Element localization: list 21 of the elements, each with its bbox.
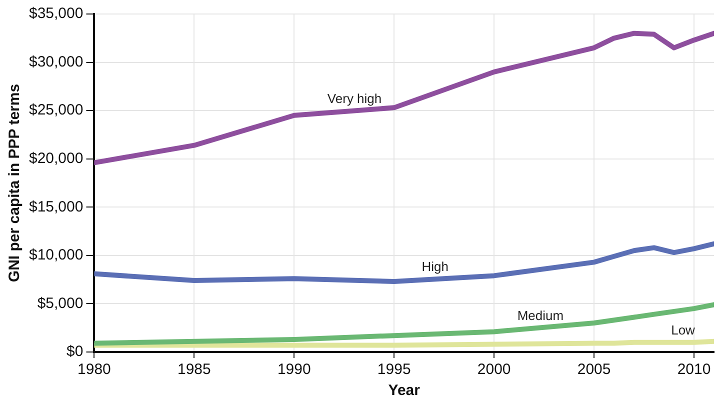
- x-tick-label: 1980: [78, 361, 111, 378]
- y-axis-title: GNI per capita in PPP terms: [6, 84, 24, 282]
- x-tick-label: 2005: [577, 361, 611, 378]
- y-tick-label: $30,000: [28, 53, 84, 70]
- x-tick-label: 2010: [677, 361, 711, 378]
- y-tick-label: $0: [66, 343, 84, 360]
- x-axis-title: Year: [388, 382, 420, 400]
- x-tick-label: 1990: [277, 361, 311, 378]
- y-tick-label: $5,000: [37, 294, 84, 312]
- series-label: Low: [671, 322, 696, 338]
- y-tick-label: $20,000: [28, 150, 84, 167]
- y-tick-label: $25,000: [28, 102, 84, 119]
- series-label: Medium: [517, 308, 564, 323]
- x-tick-label: 2000: [477, 361, 511, 378]
- series-label: High: [422, 259, 448, 274]
- y-tick-label: $35,000: [28, 5, 84, 22]
- y-tick-label: $10,000: [28, 246, 84, 264]
- x-tick-label: 1985: [178, 361, 211, 378]
- x-tick-label: 1995: [377, 361, 411, 378]
- series-label: Very high: [327, 90, 382, 106]
- y-tick-label: $15,000: [28, 198, 84, 216]
